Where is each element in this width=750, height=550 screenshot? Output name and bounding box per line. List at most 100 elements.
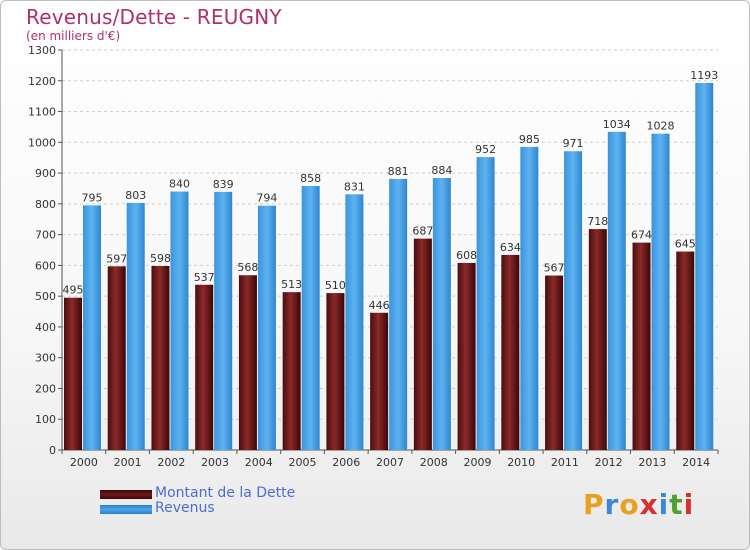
x-tick-label: 2009 bbox=[463, 456, 491, 469]
x-tick-label: 2005 bbox=[289, 456, 317, 469]
data-label-debt: 687 bbox=[412, 225, 433, 238]
logo-letter: x bbox=[639, 488, 659, 521]
y-tick-label: 1300 bbox=[28, 44, 56, 57]
data-label-revenue: 840 bbox=[169, 178, 190, 191]
x-tick-label: 2011 bbox=[551, 456, 579, 469]
data-label-debt: 718 bbox=[587, 215, 608, 228]
bar-revenue-2000 bbox=[83, 205, 101, 450]
x-tick-label: 2010 bbox=[507, 456, 535, 469]
bar-revenue-2012 bbox=[607, 131, 626, 450]
data-label-revenue: 831 bbox=[344, 180, 365, 193]
data-label-revenue: 794 bbox=[256, 192, 277, 205]
logo-letter: i bbox=[658, 488, 670, 521]
x-tick-label: 2012 bbox=[595, 456, 623, 469]
chart-title: Revenus/Dette - REUGNY bbox=[26, 5, 282, 29]
bar-debt-2001 bbox=[107, 266, 126, 450]
legend-swatch-debt bbox=[100, 490, 152, 499]
data-label-debt: 598 bbox=[150, 252, 171, 265]
legend-label-debt: Montant de la Dette bbox=[155, 485, 296, 501]
data-label-revenue: 858 bbox=[300, 172, 321, 185]
x-tick-label: 2001 bbox=[114, 456, 142, 469]
x-tick-label: 2014 bbox=[682, 456, 710, 469]
bar-revenue-2013 bbox=[651, 133, 670, 450]
y-tick-label: 1200 bbox=[28, 75, 56, 88]
bar-revenue-2008 bbox=[432, 178, 451, 450]
data-label-revenue: 952 bbox=[475, 143, 496, 156]
data-label-revenue: 971 bbox=[563, 137, 584, 150]
data-label-debt: 495 bbox=[63, 284, 84, 297]
y-tick-label: 300 bbox=[35, 352, 56, 365]
bar-debt-2003 bbox=[195, 284, 214, 450]
data-label-revenue: 839 bbox=[213, 178, 234, 191]
bar-revenue-2006 bbox=[345, 194, 364, 450]
x-tick-label: 2000 bbox=[70, 456, 98, 469]
x-tick-label: 2007 bbox=[376, 456, 404, 469]
logo-letter: r bbox=[604, 488, 620, 521]
data-label-debt: 645 bbox=[675, 238, 696, 251]
logo-letter: t bbox=[669, 488, 684, 521]
bar-debt-2014 bbox=[676, 251, 695, 450]
bar-revenue-2004 bbox=[257, 205, 276, 450]
bar-revenue-2003 bbox=[214, 191, 233, 450]
bar-revenue-2014 bbox=[695, 82, 714, 450]
logo-letter: i bbox=[683, 488, 695, 521]
bar-revenue-2009 bbox=[476, 157, 495, 451]
data-label-revenue: 881 bbox=[388, 165, 409, 178]
y-tick-label: 400 bbox=[35, 321, 56, 334]
y-tick-label: 1100 bbox=[28, 106, 56, 119]
data-label-debt: 537 bbox=[194, 271, 215, 284]
x-tick-label: 2004 bbox=[245, 456, 273, 469]
x-tick-label: 2008 bbox=[420, 456, 448, 469]
y-tick-label: 200 bbox=[35, 382, 56, 395]
x-tick-label: 2002 bbox=[157, 456, 185, 469]
data-label-revenue: 985 bbox=[519, 133, 540, 146]
y-tick-label: 0 bbox=[49, 444, 56, 457]
y-tick-label: 900 bbox=[35, 167, 56, 180]
x-tick-label: 2006 bbox=[332, 456, 360, 469]
bar-debt-2000 bbox=[64, 297, 82, 450]
data-label-revenue: 803 bbox=[125, 189, 146, 202]
data-label-debt: 513 bbox=[281, 278, 302, 291]
data-label-debt: 608 bbox=[456, 249, 477, 262]
bar-debt-2002 bbox=[151, 266, 170, 450]
x-tick-label: 2013 bbox=[638, 456, 666, 469]
y-tick-label: 100 bbox=[35, 413, 56, 426]
y-tick-label: 1000 bbox=[28, 136, 56, 149]
data-label-revenue: 1034 bbox=[603, 118, 631, 131]
bar-revenue-2005 bbox=[301, 186, 320, 450]
data-label-debt: 446 bbox=[369, 299, 390, 312]
data-label-debt: 567 bbox=[544, 262, 565, 275]
data-label-revenue: 1193 bbox=[690, 69, 718, 82]
bar-debt-2011 bbox=[545, 275, 564, 450]
bar-debt-2013 bbox=[632, 242, 651, 450]
data-label-debt: 597 bbox=[106, 252, 127, 265]
data-label-debt: 568 bbox=[237, 261, 258, 274]
bar-revenue-2011 bbox=[564, 151, 583, 450]
bar-debt-2005 bbox=[282, 292, 301, 450]
bar-revenue-2001 bbox=[126, 202, 145, 450]
bar-debt-2007 bbox=[370, 312, 389, 450]
data-label-revenue: 1028 bbox=[647, 120, 675, 133]
logo-letter: P bbox=[583, 488, 605, 521]
bar-debt-2009 bbox=[457, 262, 476, 450]
chart-subtitle: (en milliers d'€) bbox=[26, 29, 121, 43]
bar-debt-2008 bbox=[413, 238, 432, 450]
bar-revenue-2007 bbox=[389, 178, 408, 450]
data-label-revenue: 795 bbox=[82, 191, 103, 204]
bar-debt-2006 bbox=[326, 293, 345, 450]
logo-letter: o bbox=[619, 488, 640, 521]
data-label-debt: 634 bbox=[500, 241, 521, 254]
bar-revenue-2010 bbox=[520, 146, 539, 450]
data-label-debt: 510 bbox=[325, 279, 346, 292]
bar-revenue-2002 bbox=[170, 191, 189, 451]
y-tick-label: 800 bbox=[35, 198, 56, 211]
legend-label-revenue: Revenus bbox=[155, 500, 215, 516]
data-label-revenue: 884 bbox=[431, 164, 452, 177]
x-tick-label: 2003 bbox=[201, 456, 229, 469]
proxiti-logo: Proxiti bbox=[583, 488, 694, 521]
y-tick-label: 500 bbox=[35, 290, 56, 303]
bar-debt-2004 bbox=[238, 275, 257, 450]
bar-debt-2010 bbox=[501, 254, 520, 450]
y-tick-label: 600 bbox=[35, 259, 56, 272]
